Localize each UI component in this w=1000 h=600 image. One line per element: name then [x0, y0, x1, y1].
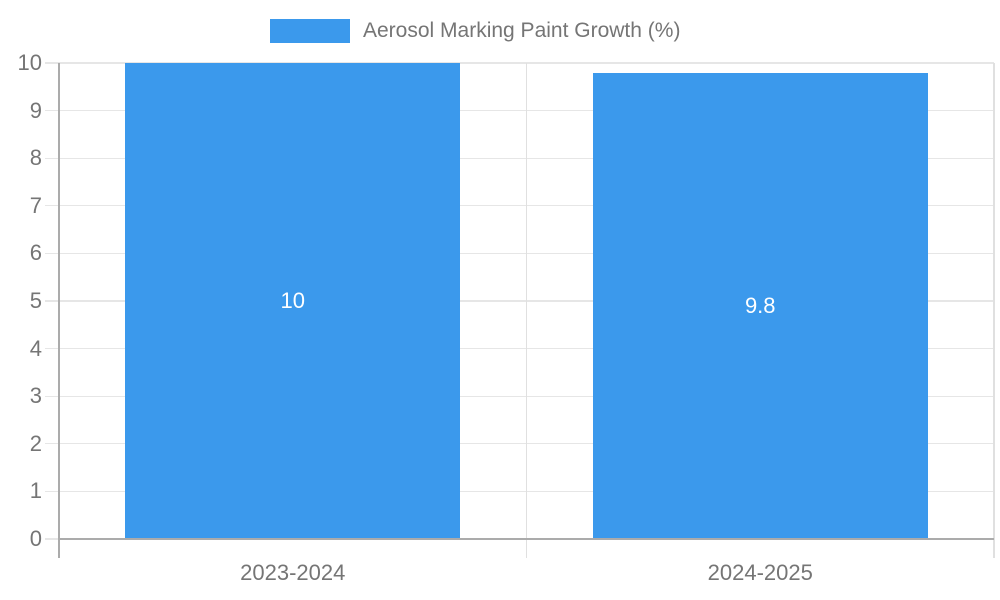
y-tick-mark [45, 347, 59, 350]
legend-label: Aerosol Marking Paint Growth (%) [363, 19, 681, 42]
y-tick-mark [45, 62, 59, 64]
bar[interactable] [125, 63, 461, 539]
y-tick-mark [45, 490, 59, 493]
y-tick-mark [45, 252, 59, 255]
legend: Aerosol Marking Paint Growth (%) [270, 19, 680, 43]
legend-swatch [270, 19, 350, 43]
x-axis-category-label: 2024-2025 [707, 560, 813, 585]
bar-value-label: 9.8 [744, 292, 776, 318]
y-tick-mark [45, 205, 59, 207]
y-tick-mark [45, 109, 59, 112]
y-axis-tick-label: 4 [29, 335, 42, 361]
gridline [59, 62, 994, 64]
x-axis-category-label: 2023-2024 [240, 560, 346, 585]
y-axis-tick-label: 7 [29, 192, 42, 218]
y-axis-tick-label: 9 [29, 97, 42, 123]
y-tick-mark [45, 300, 59, 302]
y-tick-mark [45, 157, 59, 159]
x-axis-baseline [59, 538, 994, 540]
y-tick-mark [45, 443, 59, 445]
y-axis-tick-label: 1 [29, 478, 42, 504]
y-tick-mark [45, 538, 59, 540]
y-axis-tick-label: 3 [29, 383, 42, 409]
bar[interactable] [592, 72, 928, 539]
y-tick-mark [45, 395, 59, 397]
y-axis-tick-label: 8 [29, 145, 42, 171]
column-separator [525, 63, 528, 558]
y-axis-tick-label: 10 [17, 50, 42, 75]
y-axis-tick-label: 0 [29, 526, 42, 551]
column-separator [993, 63, 995, 558]
y-axis-tick-label: 2 [29, 430, 42, 456]
bar-value-label: 10 [280, 288, 305, 313]
y-axis-line [58, 63, 60, 558]
y-axis-tick-label: 5 [29, 288, 42, 313]
y-axis-tick-label: 6 [29, 240, 42, 266]
